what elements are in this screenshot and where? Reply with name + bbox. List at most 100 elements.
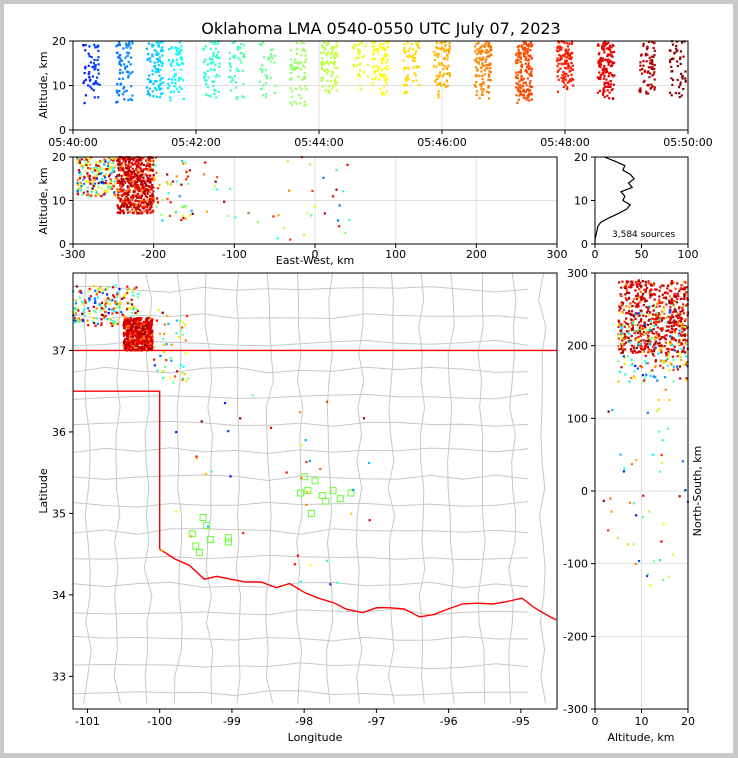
ew-source-point xyxy=(223,200,226,203)
ns-source-point xyxy=(640,347,643,351)
ta-source-point xyxy=(562,85,565,89)
ns-source-point xyxy=(617,325,620,328)
ta-source-point xyxy=(530,86,534,89)
plan-tick-label-x: -96 xyxy=(440,715,458,728)
ns-source-point xyxy=(673,321,676,324)
ta-source-point xyxy=(381,73,384,76)
ew-source-point xyxy=(142,187,146,190)
plan-source-point xyxy=(131,347,134,350)
ew-source-point xyxy=(118,164,121,167)
county-line xyxy=(174,272,183,704)
ta-source-point xyxy=(151,69,154,72)
ta-source-point xyxy=(305,88,308,91)
ta-source-point xyxy=(524,58,528,61)
ew-source-point xyxy=(148,198,152,201)
ns-source-point xyxy=(658,318,661,321)
plan-source-point xyxy=(130,335,134,339)
ta-source-point xyxy=(84,78,87,81)
ta-source-point xyxy=(176,62,179,65)
ta-source-point xyxy=(241,69,244,72)
ta-source-point xyxy=(166,87,170,90)
county-line xyxy=(447,272,455,704)
ta-source-point xyxy=(385,77,389,80)
ta-source-point xyxy=(409,55,413,58)
ew-source-point xyxy=(146,169,149,172)
ta-source-point xyxy=(209,61,212,65)
ns-source-point xyxy=(641,380,645,383)
ta-source-point xyxy=(157,64,160,67)
ns-source-point xyxy=(678,352,681,355)
ta-source-point xyxy=(684,77,687,80)
ew-source-point xyxy=(100,195,103,198)
ew-source-point xyxy=(111,169,114,172)
plan-source-point xyxy=(115,302,118,306)
lma-station-marker xyxy=(322,497,330,505)
ta-source-point xyxy=(158,74,161,77)
ns-source-point xyxy=(648,343,652,346)
plan-source-point xyxy=(182,365,185,368)
ta-source-point xyxy=(480,93,484,96)
ew-source-point xyxy=(288,189,291,192)
ta-source-point xyxy=(679,81,682,84)
plan-source-point xyxy=(100,318,103,321)
ta-source-point xyxy=(568,57,571,60)
county-line xyxy=(72,501,529,508)
ns-source-point xyxy=(671,302,674,305)
ta-source-point xyxy=(172,68,176,72)
ew-source-point xyxy=(105,173,108,176)
ta-source-point xyxy=(376,65,379,68)
ns-source-point xyxy=(678,365,682,368)
ew-source-point xyxy=(125,172,128,175)
ns-source-point xyxy=(667,321,670,324)
ta-source-point xyxy=(521,47,524,50)
ta-source-point xyxy=(679,56,682,59)
ew-source-point xyxy=(106,189,109,192)
ns-source-point xyxy=(649,293,652,296)
ta-source-point xyxy=(684,79,687,83)
ta-source-point xyxy=(435,65,438,68)
ta-source-point xyxy=(303,49,307,53)
ta-source-point xyxy=(263,56,266,59)
ns-source-point xyxy=(662,306,665,309)
ta-source-point xyxy=(233,74,237,78)
ta-source-point xyxy=(155,79,158,83)
ta-source-point xyxy=(479,58,482,61)
ta-source-point xyxy=(264,74,267,77)
plan-source-point xyxy=(134,330,137,333)
plan-source-point xyxy=(325,400,329,403)
ns-source-point xyxy=(656,326,659,329)
ta-source-point xyxy=(680,72,683,75)
ns-source-point xyxy=(602,499,605,502)
plan-source-point xyxy=(308,459,312,463)
ns-source-point xyxy=(621,347,625,350)
ns-source-point xyxy=(625,317,628,320)
ta-source-point xyxy=(212,68,215,72)
plan-source-point xyxy=(171,381,175,384)
ew-source-point xyxy=(123,172,126,175)
ns-source-point xyxy=(652,321,656,324)
ta-source-point xyxy=(177,90,180,94)
ta-source-point xyxy=(522,96,525,99)
ew-source-point xyxy=(138,175,141,179)
ta-source-point xyxy=(558,48,562,51)
ta-source-point xyxy=(377,78,380,81)
ta-source-point xyxy=(239,58,242,61)
ew-source-point xyxy=(126,201,129,204)
ew-source-point xyxy=(129,165,132,168)
ns-source-point xyxy=(678,289,681,293)
ta-source-point xyxy=(668,91,672,94)
ns-source-point xyxy=(685,333,688,337)
ew-source-point xyxy=(138,212,141,215)
ns-source-point xyxy=(647,331,651,334)
plan-source-point xyxy=(336,581,339,584)
ns-source-point xyxy=(634,281,638,284)
ta-source-point xyxy=(357,53,360,56)
ns-source-point xyxy=(649,296,652,299)
ta-source-point xyxy=(204,58,207,61)
ta-source-point xyxy=(180,45,183,48)
ta-source-point xyxy=(641,67,644,70)
ta-source-point xyxy=(297,75,300,78)
lma-station-marker xyxy=(195,549,203,557)
ta-source-point xyxy=(157,44,160,47)
ta-source-point xyxy=(568,64,571,68)
